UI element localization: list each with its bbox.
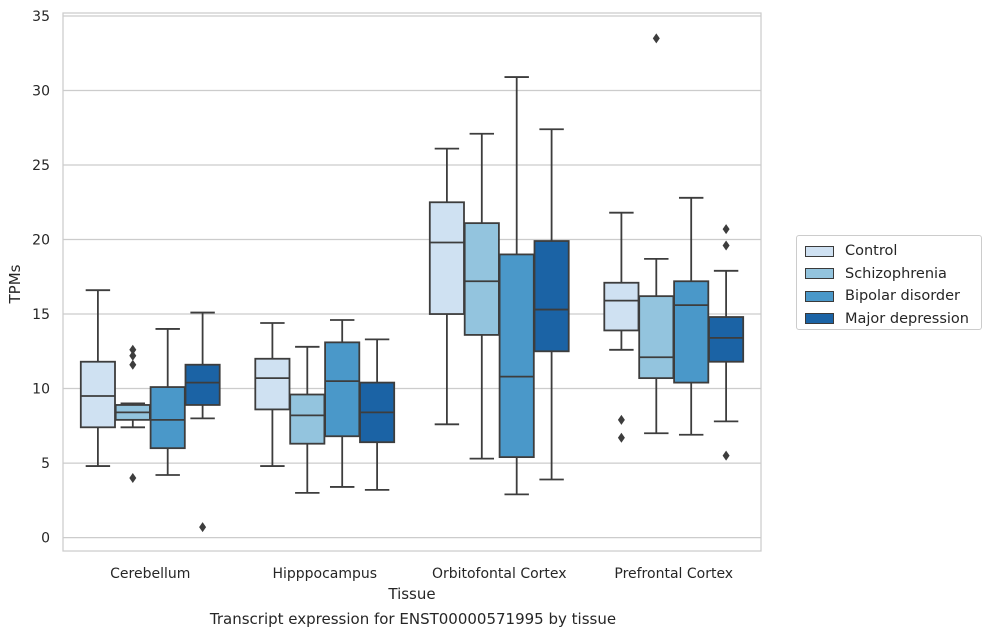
- box-group: [428, 147, 465, 426]
- box-group: [289, 345, 326, 494]
- outlier-marker: [722, 450, 730, 461]
- x-tick-label: Orbitofontal Cortex: [432, 566, 567, 582]
- legend-label: Schizophrenia: [845, 265, 947, 282]
- box: [289, 393, 326, 445]
- box-group: [184, 311, 221, 533]
- outlier-marker: [129, 472, 137, 483]
- box-group: [673, 196, 710, 436]
- box: [463, 222, 500, 336]
- legend-swatch: [805, 290, 834, 302]
- box-group: [533, 128, 570, 481]
- y-tick-label: 0: [41, 531, 50, 547]
- box-group: [79, 289, 116, 467]
- box: [324, 341, 361, 438]
- outlier-marker: [617, 432, 625, 443]
- box-group: [149, 328, 186, 476]
- legend-item: Major depression: [805, 308, 981, 331]
- plot-frame: [62, 12, 762, 552]
- box: [708, 316, 745, 363]
- y-tick-labels: 0 5 10 15 20 25 30 35: [32, 9, 50, 547]
- outlier-marker: [129, 359, 137, 370]
- box-group: [463, 132, 500, 460]
- box: [79, 360, 116, 429]
- x-tick-label: Prefrontal Cortex: [614, 566, 733, 582]
- figure-caption: Transcript expression for ENST0000057199…: [209, 610, 617, 628]
- box-group: [254, 322, 291, 467]
- box: [498, 253, 535, 459]
- box: [638, 295, 675, 380]
- outlier-marker: [722, 224, 730, 235]
- y-tick-label: 10: [32, 382, 50, 398]
- legend-label: Major depression: [845, 310, 969, 327]
- y-tick-label: 30: [32, 83, 50, 99]
- legend: Control Schizophrenia Bipolar disorder Majo…: [796, 235, 982, 330]
- box: [603, 281, 640, 332]
- outlier-marker: [722, 240, 730, 251]
- box-group: [638, 33, 675, 435]
- legend-label: Bipolar disorder: [845, 288, 960, 305]
- box-group: [498, 76, 535, 496]
- outlier-marker: [129, 350, 137, 361]
- y-tick-label: 15: [32, 307, 50, 323]
- y-tick-label: 20: [32, 233, 50, 249]
- box-group: [114, 344, 151, 483]
- y-tick-label: 25: [32, 158, 50, 174]
- box-group: [324, 319, 361, 488]
- x-tick-label: Cerebellum: [110, 566, 190, 582]
- box: [184, 363, 221, 406]
- legend-label: Control: [845, 243, 898, 260]
- box-group: [359, 338, 396, 491]
- y-tick-label: 5: [41, 456, 50, 472]
- box: [254, 357, 291, 411]
- legend-item: Control: [805, 240, 981, 263]
- box-group: [708, 224, 745, 461]
- x-tick-label: Hipppocampus: [272, 566, 377, 582]
- legend-swatch: [805, 313, 834, 325]
- box-group: [603, 211, 640, 443]
- box: [673, 280, 710, 384]
- x-axis-label: Tissue: [387, 585, 435, 603]
- legend-swatch: [805, 245, 834, 257]
- y-tick-label: 35: [32, 9, 50, 25]
- legend-swatch: [805, 268, 834, 280]
- box: [533, 240, 570, 353]
- box: [428, 201, 465, 315]
- legend-item: Schizophrenia: [805, 263, 981, 286]
- boxes-layer: [79, 33, 745, 533]
- outlier-marker: [652, 33, 660, 44]
- outlier-marker: [617, 414, 625, 425]
- legend-item: Bipolar disorder: [805, 285, 981, 308]
- box: [149, 386, 186, 450]
- y-axis-label: TPMs: [6, 264, 24, 304]
- outlier-marker: [129, 344, 137, 355]
- x-tick-labels: Cerebellum Hipppocampus Orbitofontal Corte…: [110, 566, 733, 582]
- outlier-marker: [199, 522, 207, 533]
